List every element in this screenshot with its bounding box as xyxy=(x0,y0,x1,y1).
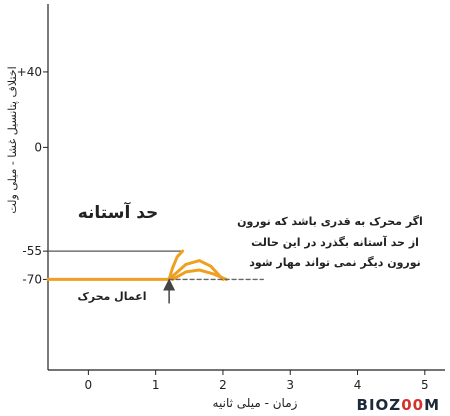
x-tick-label: 4 xyxy=(354,378,362,392)
y-tick-label: -55 xyxy=(22,244,42,258)
chart-marks xyxy=(46,249,264,304)
x-tick-label: 5 xyxy=(421,378,429,392)
y-tick-label: +40 xyxy=(17,65,42,79)
x-tick-label: 0 xyxy=(85,378,93,392)
potential-series-line-1 xyxy=(46,249,185,281)
threshold-label: حد آستانه xyxy=(78,201,159,223)
x-axis-label: زمان - میلی ثانیه xyxy=(213,396,298,411)
biozoom-logo: BIOZ00M xyxy=(356,396,440,414)
potential-series-line-2 xyxy=(167,259,225,281)
note-line-2: از حد آستانه بگذرد در این حالت xyxy=(251,235,419,249)
note-line-3: نورون دیگر نمی تواند مهار شود xyxy=(249,256,421,269)
y-tick-label: 0 xyxy=(34,140,42,154)
potential-series-line-3 xyxy=(171,268,228,281)
y-tick-label: -70 xyxy=(22,272,42,286)
stimulus-label: اعمال محرک xyxy=(77,290,146,303)
axis-ticks: 0 1 2 3 4 5 +40 0 -55 -70 xyxy=(17,65,429,392)
y-axis-label: اختلاف پتانسیل غشا - میلی ولت xyxy=(6,66,19,213)
x-tick-label: 1 xyxy=(152,378,160,392)
note-line-1: اگر محرک به قدری باشد که نورون xyxy=(237,215,423,228)
x-tick-label: 2 xyxy=(219,378,227,392)
x-tick-label: 3 xyxy=(286,378,294,392)
